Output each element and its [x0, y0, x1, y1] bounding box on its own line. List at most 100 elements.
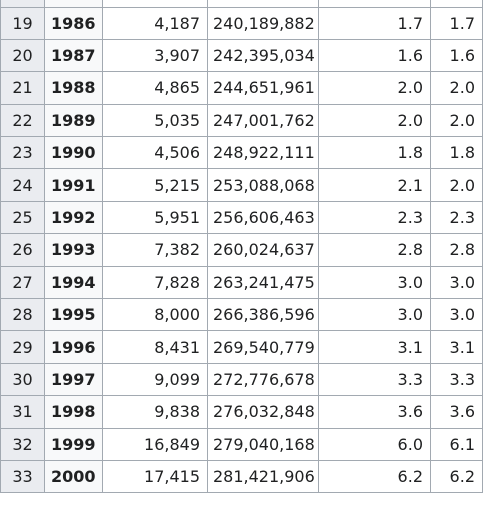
table-row: 33 2000 17,415 281,421,906 6.2 6.2: [0, 459, 483, 494]
cell: 3.6: [430, 395, 483, 429]
cell: 240,189,882: [207, 6, 319, 40]
cell: 2.3: [318, 200, 431, 235]
cell: 7,382: [102, 233, 208, 267]
cell: 2000: [44, 459, 103, 494]
cell: 31: [0, 395, 45, 429]
cell: 2.0: [430, 103, 483, 138]
cell: 248,922,111: [207, 136, 319, 170]
cell: 7,828: [102, 265, 208, 300]
cell: 253,088,068: [207, 168, 319, 202]
cell: 22: [0, 103, 45, 138]
cell: 266,386,596: [207, 298, 319, 332]
cell: 24: [0, 168, 45, 202]
cell: 1989: [44, 103, 103, 138]
cell: 1.8: [318, 136, 431, 170]
cell: 256,606,463: [207, 200, 319, 235]
cell: 17,415: [102, 459, 208, 494]
cell: 16,849: [102, 427, 208, 461]
cell: 2.0: [430, 168, 483, 202]
cell: 242,395,034: [207, 38, 319, 73]
cell: 1986: [44, 6, 103, 40]
cell: 1.7: [430, 6, 483, 40]
cell: 1.8: [430, 136, 483, 170]
cell: 3.1: [430, 330, 483, 364]
cell: 9,099: [102, 362, 208, 397]
cell: 3.1: [318, 330, 431, 364]
cell: 29: [0, 330, 45, 364]
cell: 5,035: [102, 103, 208, 138]
cell: 269,540,779: [207, 330, 319, 364]
cell: 4,865: [102, 71, 208, 105]
cell: 4,506: [102, 136, 208, 170]
cell: 1990: [44, 136, 103, 170]
cell: 1988: [44, 71, 103, 105]
cell: 6.2: [430, 459, 483, 494]
cell: 2.0: [318, 103, 431, 138]
cell: 32: [0, 427, 45, 461]
table-row: 23 1990 4,506 248,922,111 1.8 1.8: [0, 136, 483, 170]
cell: 1998: [44, 395, 103, 429]
partial-row: [0, 0, 483, 8]
cell: 3.0: [430, 298, 483, 332]
cell: 3.3: [430, 362, 483, 397]
cell: 1997: [44, 362, 103, 397]
cell: 279,040,168: [207, 427, 319, 461]
table-row: 24 1991 5,215 253,088,068 2.1 2.0: [0, 168, 483, 202]
table-row: 27 1994 7,828 263,241,475 3.0 3.0: [0, 265, 483, 300]
table-row: 28 1995 8,000 266,386,596 3.0 3.0: [0, 298, 483, 332]
cell: 2.0: [318, 71, 431, 105]
cell: 5,215: [102, 168, 208, 202]
cell: 2.8: [318, 233, 431, 267]
cell: 8,000: [102, 298, 208, 332]
cell: 1994: [44, 265, 103, 300]
cell: 1.7: [318, 6, 431, 40]
cell: 20: [0, 38, 45, 73]
cell: 1996: [44, 330, 103, 364]
cell: 3.0: [318, 265, 431, 300]
cell: 4,187: [102, 6, 208, 40]
cell: 28: [0, 298, 45, 332]
cell: 33: [0, 459, 45, 494]
table-row: 29 1996 8,431 269,540,779 3.1 3.1: [0, 330, 483, 364]
cell: [102, 0, 208, 8]
cell: 244,651,961: [207, 71, 319, 105]
cell: 1991: [44, 168, 103, 202]
cell: 9,838: [102, 395, 208, 429]
cell: 3.0: [318, 298, 431, 332]
table-row: 30 1997 9,099 272,776,678 3.3 3.3: [0, 362, 483, 397]
table-row: 25 1992 5,951 256,606,463 2.3 2.3: [0, 200, 483, 235]
table-row: 22 1989 5,035 247,001,762 2.0 2.0: [0, 103, 483, 138]
cell: 26: [0, 233, 45, 267]
cell: 247,001,762: [207, 103, 319, 138]
cell: 263,241,475: [207, 265, 319, 300]
cell: 27: [0, 265, 45, 300]
table-row: 20 1987 3,907 242,395,034 1.6 1.6: [0, 38, 483, 73]
cell: 21: [0, 71, 45, 105]
cell: 3.0: [430, 265, 483, 300]
table-row: 21 1988 4,865 244,651,961 2.0 2.0: [0, 71, 483, 105]
cell: [0, 0, 45, 8]
cell: 276,032,848: [207, 395, 319, 429]
cell: 1999: [44, 427, 103, 461]
data-table: 19 1986 4,187 240,189,882 1.7 1.7 20 1987 3,907 2…: [0, 0, 483, 494]
cell: 2.1: [318, 168, 431, 202]
cell: 2.0: [430, 71, 483, 105]
table-row: 26 1993 7,382 260,024,637 2.8 2.8: [0, 233, 483, 267]
table-row: 19 1986 4,187 240,189,882 1.7 1.7: [0, 6, 483, 40]
cell: 6.2: [318, 459, 431, 494]
cell: 6.0: [318, 427, 431, 461]
cell: 1995: [44, 298, 103, 332]
cell: 23: [0, 136, 45, 170]
cell: 260,024,637: [207, 233, 319, 267]
cell: 2.8: [430, 233, 483, 267]
cell: 2.3: [430, 200, 483, 235]
cell: 3.3: [318, 362, 431, 397]
cell: 5,951: [102, 200, 208, 235]
cell: 1987: [44, 38, 103, 73]
cell: [430, 0, 483, 8]
cell: 19: [0, 6, 45, 40]
cell: [207, 0, 319, 8]
table-row: 32 1999 16,849 279,040,168 6.0 6.1: [0, 427, 483, 461]
cell: [44, 0, 103, 8]
